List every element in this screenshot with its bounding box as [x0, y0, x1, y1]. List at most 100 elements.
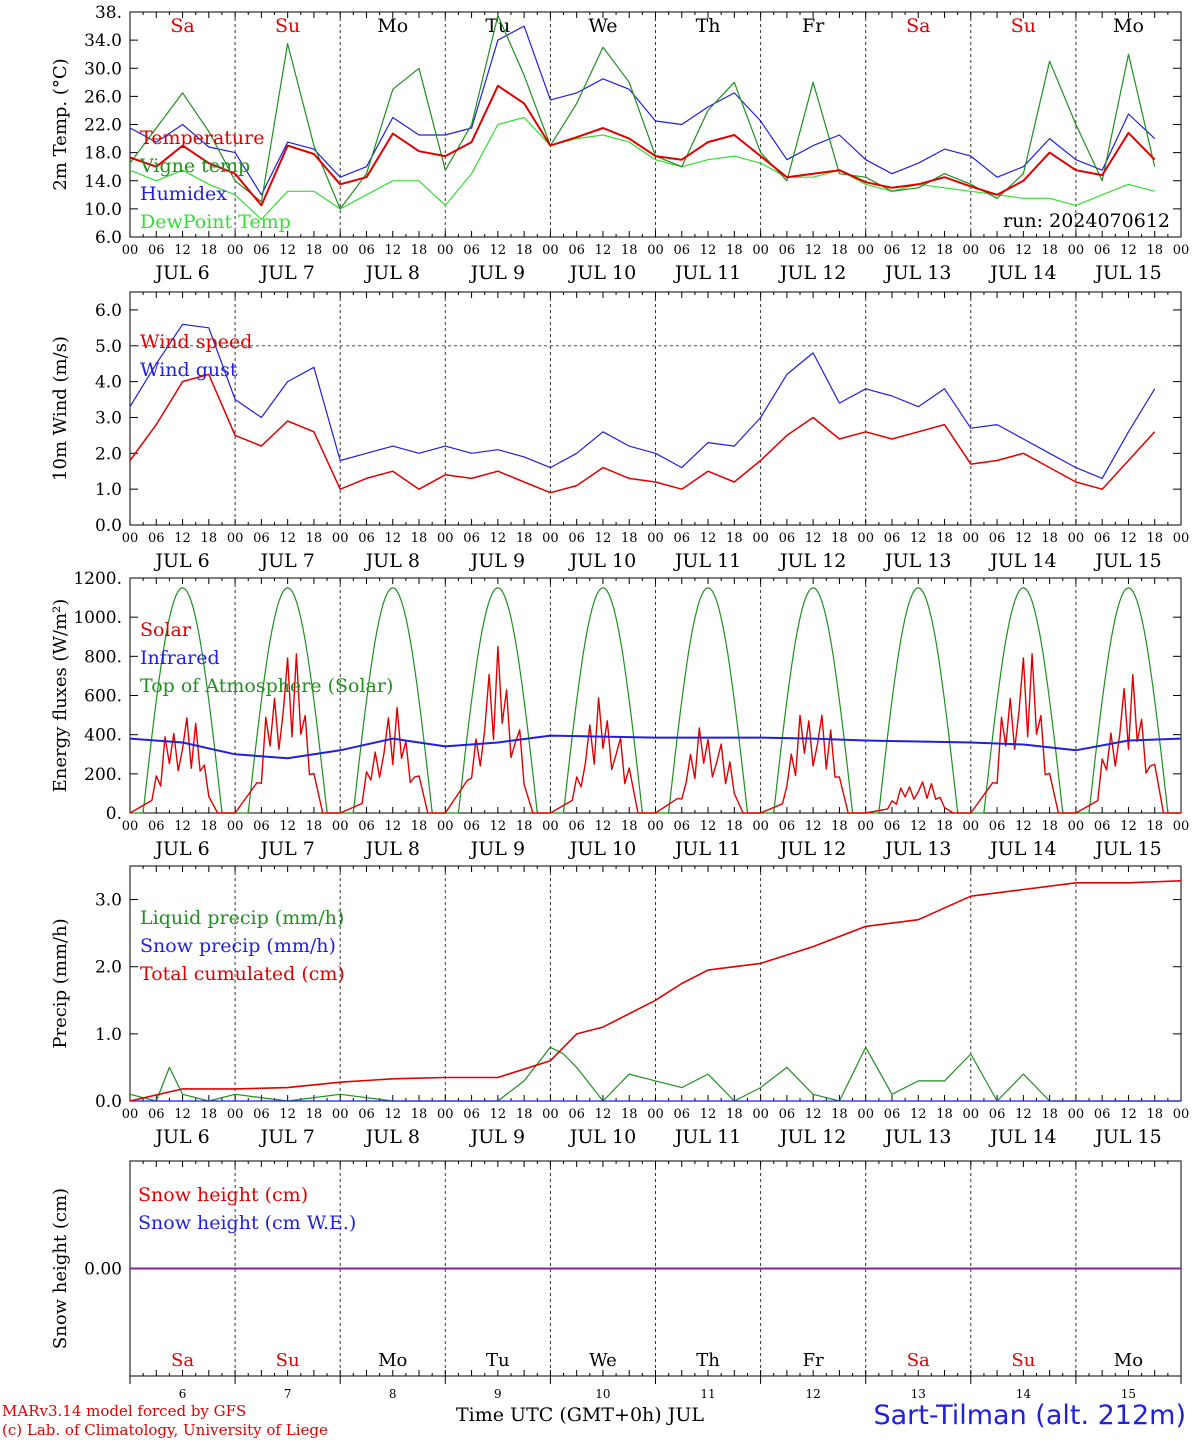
- wind-ytick-label: 2.0: [95, 444, 122, 464]
- wind-ytick-label: 5.0: [95, 337, 122, 357]
- hour-tick-label: 00: [227, 243, 244, 258]
- temperature-ytick-label: 22.0: [84, 116, 122, 136]
- energy-ytick-label: 400.: [84, 726, 122, 746]
- hour-tick-label: 06: [1094, 1107, 1111, 1122]
- hour-tick-label: 18: [936, 243, 953, 258]
- hour-tick-label: 18: [831, 1107, 848, 1122]
- day-label: Sa: [907, 1350, 930, 1371]
- hour-tick-label: 18: [201, 1107, 218, 1122]
- hour-tick-label: 06: [463, 1107, 480, 1122]
- date-label: JUL 14: [988, 1126, 1056, 1148]
- hour-tick-label: 00: [437, 819, 454, 834]
- hour-tick-label: 18: [1146, 243, 1163, 258]
- date-label: JUL 14: [988, 550, 1056, 572]
- legend-humidex: Humidex: [140, 183, 227, 205]
- date-label: JUL 11: [673, 262, 741, 284]
- day-label: Sa: [171, 1350, 194, 1371]
- snow-ylabel: Snow height (cm): [50, 1188, 71, 1349]
- hour-tick-label: 06: [989, 819, 1006, 834]
- hour-tick-label: 00: [332, 243, 349, 258]
- hour-tick-label: 00: [227, 531, 244, 546]
- day-label: Sa: [906, 15, 930, 37]
- credit-model: MARv3.14 model forced by GFS: [2, 1402, 247, 1420]
- date-label: JUL 10: [568, 550, 636, 572]
- date-number: 8: [389, 1387, 397, 1401]
- hour-tick-label: 18: [306, 531, 323, 546]
- energy-ytick-label: 0.: [106, 804, 122, 824]
- hour-tick-label: 06: [253, 243, 270, 258]
- hour-tick-label: 00: [542, 531, 559, 546]
- date-label: JUL 11: [673, 550, 741, 572]
- hour-tick-label: 00: [752, 531, 769, 546]
- hour-tick-label: 12: [805, 819, 822, 834]
- date-number: 15: [1121, 1387, 1136, 1401]
- date-label: JUL 6: [153, 262, 209, 284]
- hour-tick-label: 06: [989, 1107, 1006, 1122]
- hour-tick-label: 18: [726, 243, 743, 258]
- date-label: JUL 12: [778, 838, 846, 860]
- hour-tick-label: 00: [647, 819, 664, 834]
- hour-tick-label: 00: [963, 819, 980, 834]
- hour-tick-label: 00: [542, 243, 559, 258]
- hour-tick-label: 12: [174, 531, 191, 546]
- hour-tick-label: 18: [621, 243, 638, 258]
- legend-vigne-temp: Vigne temp: [139, 155, 250, 177]
- hour-tick-label: 06: [1094, 819, 1111, 834]
- legend-dewpoint-temp: DewPoint Temp: [140, 211, 291, 233]
- hour-tick-label: 18: [726, 819, 743, 834]
- wind-ylabel: 10m Wind (m/s): [50, 336, 71, 481]
- hour-tick-label: 00: [437, 531, 454, 546]
- hour-tick-label: 06: [463, 243, 480, 258]
- hour-tick-label: 12: [595, 1107, 612, 1122]
- date-number: 13: [911, 1387, 926, 1401]
- wind-ytick-label: 0.0: [95, 516, 122, 536]
- run-label: run: 2024070612: [1003, 210, 1170, 232]
- hour-tick-label: 18: [201, 531, 218, 546]
- hour-tick-label: 18: [411, 531, 428, 546]
- hour-tick-label: 00: [752, 1107, 769, 1122]
- day-label: Th: [696, 15, 721, 37]
- hour-tick-label: 00: [963, 1107, 980, 1122]
- hour-tick-label: 06: [779, 531, 796, 546]
- hour-tick-label: 00: [1173, 1107, 1190, 1122]
- day-label: Tu: [485, 15, 510, 37]
- hour-tick-label: 00: [857, 1107, 874, 1122]
- date-number: 9: [494, 1387, 502, 1401]
- date-label: JUL 15: [1093, 1126, 1161, 1148]
- hour-tick-label: 18: [1146, 531, 1163, 546]
- hour-tick-label: 06: [779, 1107, 796, 1122]
- series-wind-gust: [129, 323, 1156, 479]
- hour-tick-label: 06: [358, 1107, 375, 1122]
- hour-tick-label: 18: [411, 243, 428, 258]
- hour-tick-label: 06: [253, 1107, 270, 1122]
- date-label: JUL 13: [883, 838, 951, 860]
- hour-tick-label: 06: [148, 819, 165, 834]
- series-temperature: [129, 84, 1156, 207]
- hour-tick-label: 18: [516, 819, 533, 834]
- temperature-ytick-label: 34.0: [84, 31, 122, 51]
- hour-tick-label: 00: [1173, 531, 1190, 546]
- series-total-cumulated: [129, 880, 1182, 1102]
- hour-tick-label: 00: [122, 1107, 139, 1122]
- temperature-ylabel: 2m Temp. (°C): [50, 58, 71, 190]
- hour-tick-label: 18: [201, 819, 218, 834]
- hour-tick-label: 00: [1068, 819, 1085, 834]
- hour-tick-label: 12: [490, 243, 507, 258]
- hour-tick-label: 12: [1120, 819, 1137, 834]
- hour-tick-label: 18: [1041, 531, 1058, 546]
- hour-tick-label: 18: [936, 819, 953, 834]
- hour-tick-label: 00: [1068, 243, 1085, 258]
- date-label: JUL 14: [988, 838, 1056, 860]
- temperature-ytick-label: 14.0: [84, 172, 122, 192]
- hour-tick-label: 00: [437, 243, 454, 258]
- date-number: 12: [806, 1387, 821, 1401]
- energy-ytick-label: 600.: [84, 687, 122, 707]
- day-label: Mo: [378, 1350, 407, 1371]
- legend-snow-height-cm-w-e-: Snow height (cm W.E.): [138, 1212, 356, 1234]
- hour-tick-label: 18: [516, 1107, 533, 1122]
- date-label: JUL 15: [1093, 838, 1161, 860]
- hour-tick-label: 12: [384, 531, 401, 546]
- hour-tick-label: 12: [1015, 819, 1032, 834]
- day-label: Tu: [486, 1350, 510, 1371]
- date-label: JUL 12: [778, 550, 846, 572]
